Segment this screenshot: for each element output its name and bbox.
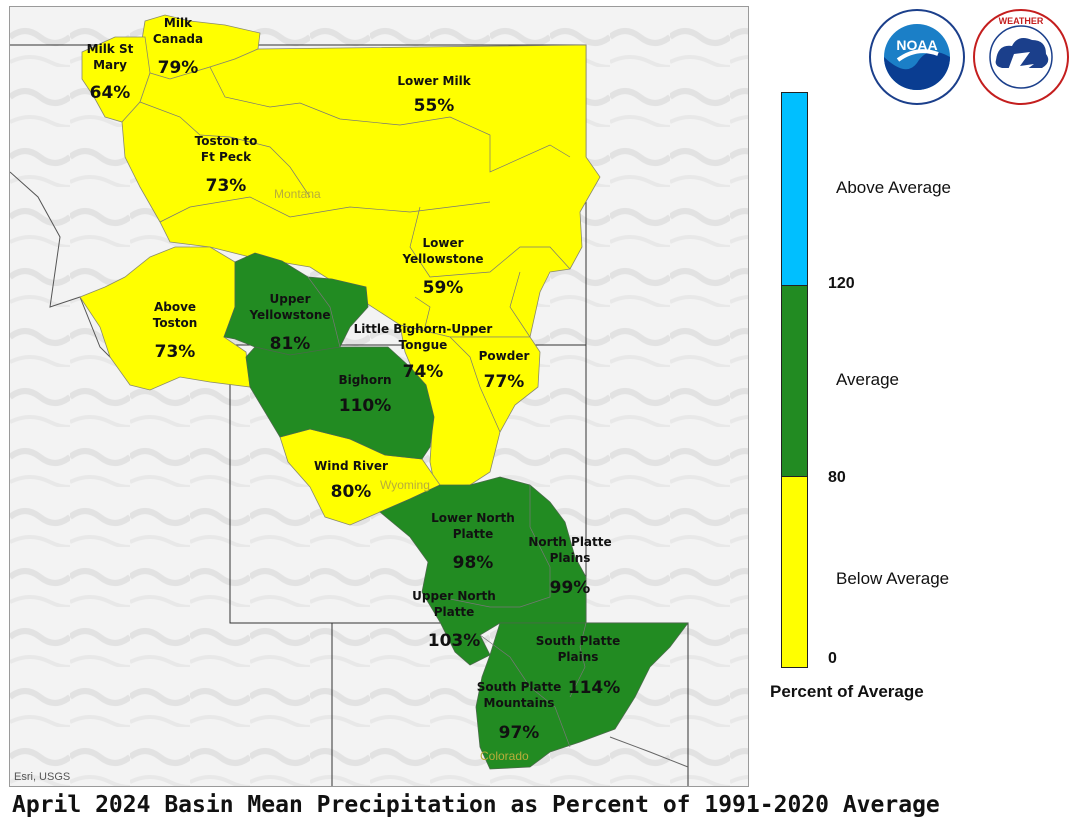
svg-text:NOAA: NOAA bbox=[896, 37, 937, 53]
basin-label-wind-river: Wind River 80% bbox=[314, 459, 388, 502]
basin-label-toston-to-ft-peck: Toston to Ft Peck 73% bbox=[195, 134, 258, 196]
basin-percent-toston-to-ft-peck: 73% bbox=[206, 176, 247, 196]
legend-swatch-average bbox=[781, 285, 808, 477]
legend-tick-80: 80 bbox=[828, 469, 846, 486]
nws-logo: WEATHER bbox=[972, 8, 1070, 106]
basin-lower-milk-and-toston[interactable] bbox=[121, 44, 601, 338]
basin-label-little-bighorn-upper-tongue: Little Bighorn-Upper Tongue 74% bbox=[354, 322, 493, 382]
map-credit: Esri, USGS bbox=[14, 771, 71, 783]
map-title: April 2024 Basin Mean Precipitation as P… bbox=[12, 792, 940, 818]
state-label-colorado: Colorado bbox=[480, 749, 529, 763]
legend-tick-120: 120 bbox=[828, 275, 855, 292]
noaa-logo: NOAA bbox=[868, 8, 966, 106]
basin-labels: Milk Canada 79% Milk St Mary 64% Lower Milk 55%… bbox=[87, 16, 621, 743]
basin-label-bighorn: Bighorn 110% bbox=[338, 373, 391, 416]
basin-percent-lower-yellowstone: 59% bbox=[423, 278, 464, 298]
basin-name-upper-north-platte: Upper North Platte bbox=[412, 589, 496, 619]
basin-bighorn[interactable] bbox=[245, 346, 435, 460]
basin-name-toston-to-ft-peck: Toston to Ft Peck bbox=[195, 134, 258, 164]
basin-percent-south-platte-plains: 114% bbox=[568, 678, 621, 698]
basin-name-lower-yellowstone: Lower Yellowstone bbox=[401, 236, 483, 266]
basin-name-north-platte-plains: North Platte Plains bbox=[528, 535, 611, 565]
basin-label-north-platte-plains: North Platte Plains 99% bbox=[528, 535, 611, 598]
state-label-wyoming: Wyoming bbox=[380, 478, 430, 492]
basin-name-south-platte-mountains: South Platte Mountains bbox=[477, 680, 562, 710]
basin-name-bighorn: Bighorn bbox=[338, 373, 391, 387]
basin-name-little-bighorn-upper-tongue: Little Bighorn-Upper Tongue bbox=[354, 322, 493, 352]
basin-percent-above-toston: 73% bbox=[155, 342, 196, 362]
basin-name-upper-yellowstone: Upper Yellowstone bbox=[248, 292, 330, 322]
basin-name-milk-st-mary: Milk St Mary bbox=[87, 42, 134, 72]
basin-label-milk-canada: Milk Canada 79% bbox=[153, 16, 203, 78]
basin-name-wind-river: Wind River bbox=[314, 459, 388, 473]
basin-label-powder: Powder 77% bbox=[479, 349, 530, 392]
basin-label-above-toston: Above Toston 73% bbox=[153, 300, 198, 362]
basin-label-upper-yellowstone: Upper Yellowstone 81% bbox=[248, 292, 330, 354]
basin-percent-south-platte-mountains: 97% bbox=[499, 723, 540, 743]
basin-percent-little-bighorn-upper-tongue: 74% bbox=[403, 362, 444, 382]
basin-above-toston[interactable] bbox=[79, 246, 251, 391]
basin-percent-lower-milk: 55% bbox=[414, 96, 455, 116]
basin-name-powder: Powder bbox=[479, 349, 530, 363]
basin-label-south-platte-mountains: South Platte Mountains 97% bbox=[477, 680, 562, 743]
basin-map: Montana Wyoming Colorado Milk Canada79%Mi… bbox=[10, 7, 748, 786]
basin-label-lower-yellowstone: Lower Yellowstone 59% bbox=[401, 236, 483, 298]
basin-label-lower-north-platte: Lower North Platte 98% bbox=[431, 511, 515, 573]
basin-label-south-platte-plains: South Platte Plains 114% bbox=[536, 634, 621, 698]
basin-upper-yellowstone[interactable] bbox=[223, 252, 369, 356]
basin-name-lower-north-platte: Lower North Platte bbox=[431, 511, 515, 541]
legend-title: Percent of Average bbox=[770, 682, 924, 701]
svg-text:WEATHER: WEATHER bbox=[999, 16, 1044, 26]
basin-name-milk-canada: Milk Canada bbox=[153, 16, 203, 46]
basin-label-upper-north-platte: Upper North Platte 103% bbox=[412, 589, 496, 651]
basin-percent-powder: 77% bbox=[484, 372, 525, 392]
basin-percent-upper-north-platte: 103% bbox=[428, 631, 481, 651]
basin-percent-milk-st-mary: 64% bbox=[90, 83, 131, 103]
legend-label-below: Below Average bbox=[836, 569, 950, 588]
basin-percent-wind-river: 80% bbox=[331, 482, 372, 502]
sub-basin-lines bbox=[139, 66, 587, 748]
basin-label-lower-milk: Lower Milk 55% bbox=[397, 74, 471, 116]
legend: Above Average Average Below Average 120 … bbox=[770, 90, 1070, 710]
legend-label-average: Average bbox=[836, 370, 900, 389]
basin-label-milk-st-mary: Milk St Mary 64% bbox=[87, 42, 134, 103]
legend-label-above: Above Average bbox=[836, 178, 951, 197]
basin-name-south-platte-plains: South Platte Plains bbox=[536, 634, 621, 664]
basin-percent-milk-canada: 79% bbox=[158, 58, 199, 78]
basin-percent-lower-north-platte: 98% bbox=[453, 553, 494, 573]
map-frame: Montana Wyoming Colorado Milk Canada 79% Mi… bbox=[9, 6, 749, 787]
legend-swatch-above bbox=[781, 92, 808, 286]
basin-name-above-toston: Above Toston bbox=[153, 300, 198, 330]
basin-percent-upper-yellowstone: 81% bbox=[270, 334, 311, 354]
basin-south-platte[interactable] bbox=[475, 622, 689, 770]
basin-percent-bighorn: 110% bbox=[339, 396, 392, 416]
basin-name-lower-milk: Lower Milk bbox=[397, 74, 471, 88]
basin-percent-north-platte-plains: 99% bbox=[550, 578, 591, 598]
legend-tick-0: 0 bbox=[828, 650, 837, 667]
legend-swatch-below bbox=[781, 476, 808, 668]
state-label-montana: Montana bbox=[274, 187, 321, 201]
